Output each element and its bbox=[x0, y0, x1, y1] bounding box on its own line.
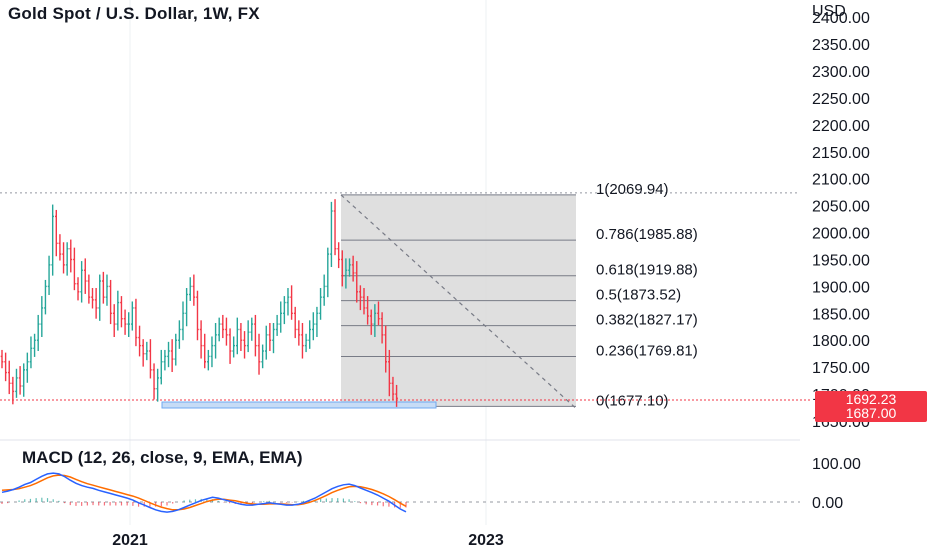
signal-line bbox=[1, 474, 407, 511]
y-tick-label: 2050.00 bbox=[812, 199, 870, 216]
y-tick-label: 2000.00 bbox=[812, 226, 870, 243]
last-price-tag: 1692.23 bbox=[815, 391, 927, 408]
fib-level-label: 0.5(1873.52) bbox=[596, 287, 681, 304]
macd-panel: 100.00 0.00 bbox=[0, 456, 861, 513]
candlestick-series bbox=[0, 199, 398, 407]
macd-tick-label: 0.00 bbox=[812, 495, 843, 512]
fib-level-label: 1(2069.94) bbox=[596, 181, 669, 198]
x-tick-label: 2023 bbox=[468, 532, 504, 549]
support-box bbox=[161, 401, 437, 409]
fib-trendline bbox=[340, 194, 577, 409]
y-tick-label: 2100.00 bbox=[812, 172, 870, 189]
y-tick-label: 1950.00 bbox=[812, 252, 870, 269]
y-tick-label: 1750.00 bbox=[812, 360, 870, 377]
y-tick-label: 2200.00 bbox=[812, 118, 870, 135]
fib-level-label: 0.382(1827.17) bbox=[596, 312, 698, 329]
y-tick-label: 2400.00 bbox=[812, 10, 870, 27]
low-price-tag: 1687.00 bbox=[815, 405, 927, 422]
y-tick-label: 1800.00 bbox=[812, 333, 870, 350]
chart-title: Gold Spot / U.S. Dollar, 1W, FX bbox=[8, 4, 260, 23]
y-tick-label: 1850.00 bbox=[812, 306, 870, 323]
macd-tick-label: 100.00 bbox=[812, 456, 861, 473]
y-tick-label: 2150.00 bbox=[812, 145, 870, 162]
price-axis: 2400.00 2350.00 2300.00 2250.00 2200.00 2150.… bbox=[112, 3, 870, 549]
macd-line bbox=[1, 472, 407, 513]
y-tick-label: 2250.00 bbox=[812, 91, 870, 108]
y-tick-label: 2350.00 bbox=[812, 37, 870, 54]
fib-level-label: 0.618(1919.88) bbox=[596, 262, 698, 279]
fib-level-label: 0.786(1985.88) bbox=[596, 226, 698, 243]
y-tick-label: 1900.00 bbox=[812, 279, 870, 296]
fibonacci-retracement: 1(2069.94) 0.786(1985.88) 0.618(1919.88) 0.… bbox=[0, 181, 812, 409]
fib-level-label: 0(1677.10) bbox=[596, 392, 669, 409]
currency-label: USD bbox=[812, 3, 846, 20]
x-tick-label: 2021 bbox=[112, 532, 148, 549]
macd-legend: MACD (12, 26, close, 9, EMA, EMA) bbox=[22, 448, 303, 467]
fib-level-label: 0.236(1769.81) bbox=[596, 342, 698, 359]
y-tick-label: 2300.00 bbox=[812, 64, 870, 81]
